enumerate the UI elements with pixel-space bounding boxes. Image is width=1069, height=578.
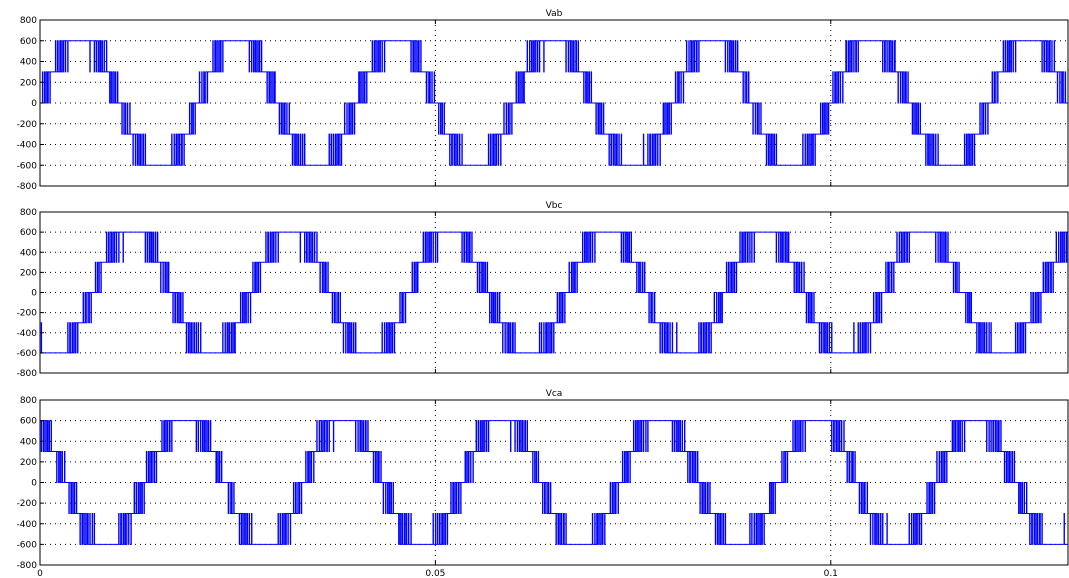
chart-title: Vca [546,389,563,399]
y-tick-label: 400 [20,58,37,68]
y-tick-label: -200 [17,120,38,130]
y-tick-label: -600 [17,161,38,171]
y-tick-label: -800 [17,182,38,192]
x-tick-label: 0.1 [824,569,838,578]
y-tick-label: 400 [20,248,37,258]
y-tick-label: -600 [17,540,38,550]
y-tick-label: -400 [17,520,38,530]
series-line-vab [40,40,1068,166]
y-tick-label: 400 [20,437,37,447]
chart-title: Vab [546,9,563,19]
chart-title: Vbc [546,201,563,211]
y-tick-label: 600 [20,228,37,238]
y-tick-label: 600 [20,37,37,47]
series-line-vbc [40,231,1068,354]
y-tick-label: 200 [20,458,37,468]
y-tick-label: 0 [31,479,37,489]
y-tick-label: 200 [20,268,37,278]
y-tick-label: 200 [20,78,37,88]
y-tick-label: -400 [17,141,38,151]
y-tick-label: -400 [17,329,38,339]
y-tick-label: 600 [20,417,37,427]
x-tick-label: 0.05 [425,569,445,578]
x-tick-label: 0 [37,569,43,578]
y-tick-label: -200 [17,309,38,319]
y-tick-label: 800 [20,396,37,406]
y-tick-label: 800 [20,208,37,218]
y-tick-label: 800 [20,16,37,26]
y-tick-label: -600 [17,349,38,359]
y-tick-label: 0 [31,289,37,299]
y-tick-label: -800 [17,561,38,571]
series-line-vca [40,420,1068,545]
y-tick-label: 0 [31,99,37,109]
y-tick-label: -200 [17,499,38,509]
y-tick-label: -800 [17,369,38,379]
